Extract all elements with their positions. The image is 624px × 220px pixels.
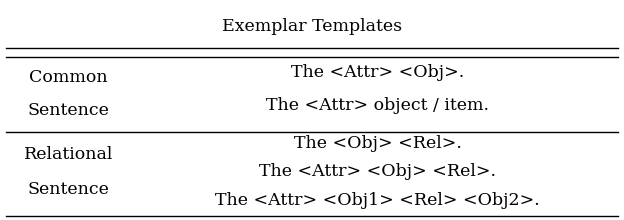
Text: The <Attr> <Obj> <Rel>.: The <Attr> <Obj> <Rel>. (259, 163, 496, 180)
Text: Common: Common (29, 68, 108, 86)
Text: Relational: Relational (24, 145, 114, 163)
Text: Sentence: Sentence (27, 181, 110, 198)
Text: The <Attr> object / item.: The <Attr> object / item. (266, 97, 489, 114)
Text: Sentence: Sentence (27, 101, 110, 119)
Text: The <Attr> <Obj>.: The <Attr> <Obj>. (291, 64, 464, 81)
Text: The <Obj> <Rel>.: The <Obj> <Rel>. (293, 134, 462, 152)
Text: The <Attr> <Obj1> <Rel> <Obj2>.: The <Attr> <Obj1> <Rel> <Obj2>. (215, 192, 540, 209)
Text: Exemplar Templates: Exemplar Templates (222, 18, 402, 35)
